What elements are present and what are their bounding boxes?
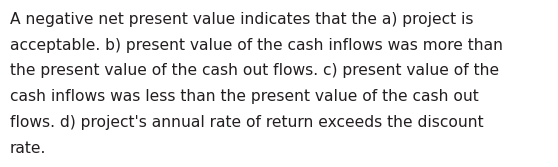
Text: acceptable. b) present value of the cash inflows was more than: acceptable. b) present value of the cash… — [10, 38, 503, 53]
Text: A negative net present value indicates that the a) project is: A negative net present value indicates t… — [10, 12, 474, 27]
Text: cash inflows was less than the present value of the cash out: cash inflows was less than the present v… — [10, 89, 479, 104]
Text: rate.: rate. — [10, 141, 46, 156]
Text: the present value of the cash out flows. c) present value of the: the present value of the cash out flows.… — [10, 63, 499, 78]
Text: flows. d) project's annual rate of return exceeds the discount: flows. d) project's annual rate of retur… — [10, 115, 484, 130]
